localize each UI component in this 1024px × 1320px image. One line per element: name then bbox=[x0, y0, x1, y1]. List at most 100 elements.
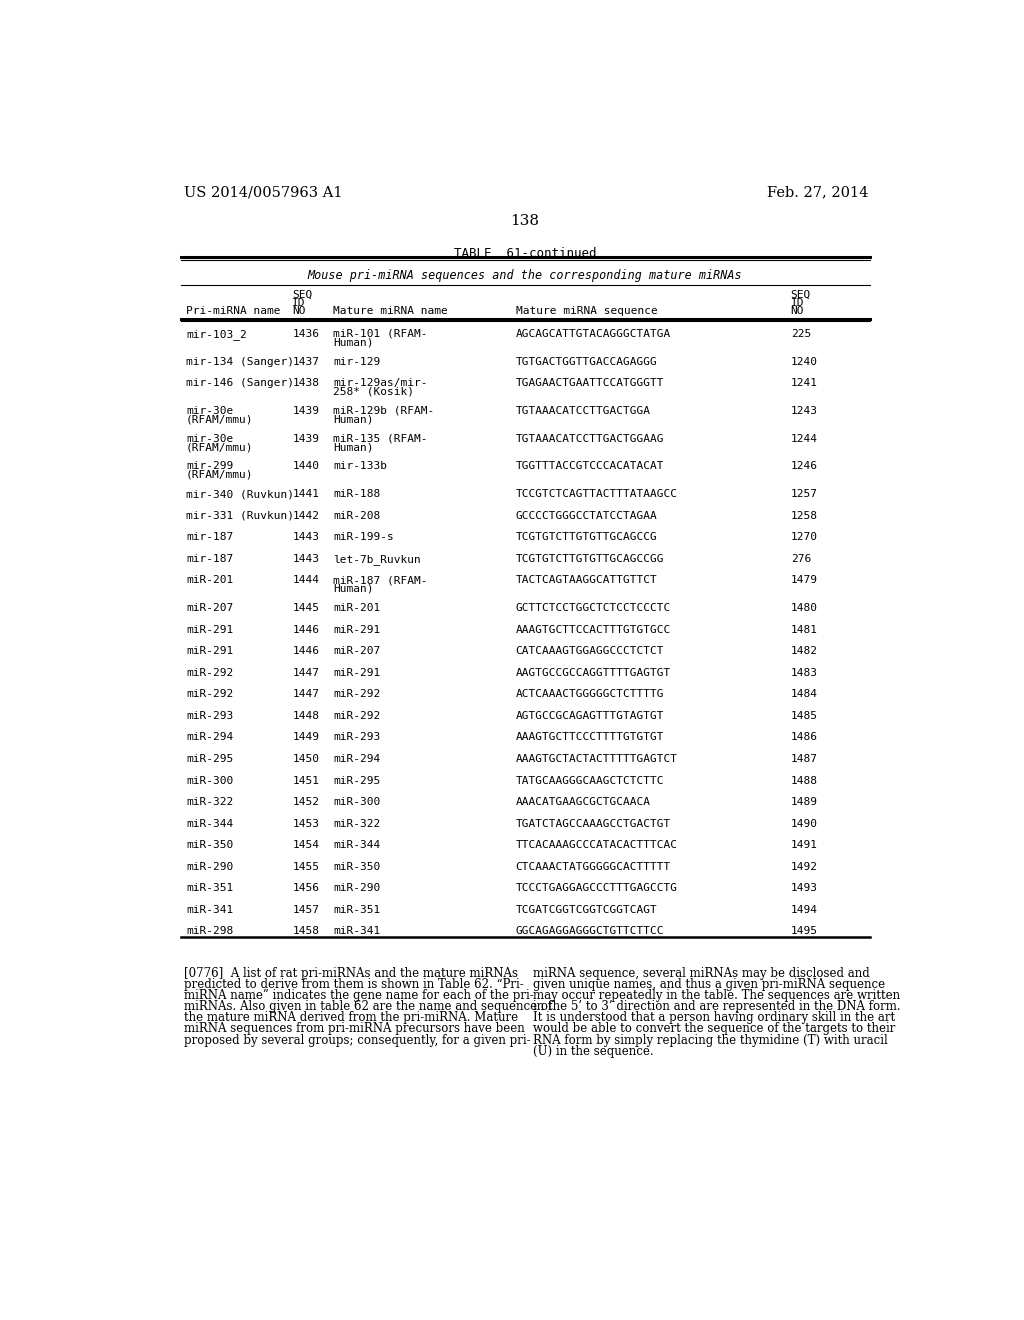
Text: miR-350: miR-350 bbox=[186, 841, 233, 850]
Text: miR-207: miR-207 bbox=[334, 647, 381, 656]
Text: miR-199-s: miR-199-s bbox=[334, 532, 394, 543]
Text: mir-187: mir-187 bbox=[186, 554, 233, 564]
Text: Pri-miRNA name: Pri-miRNA name bbox=[186, 306, 281, 317]
Text: Mature miRNA name: Mature miRNA name bbox=[334, 306, 449, 317]
Text: 1456: 1456 bbox=[292, 883, 319, 894]
Text: 1491: 1491 bbox=[791, 841, 817, 850]
Text: 1439: 1439 bbox=[292, 434, 319, 444]
Text: NO: NO bbox=[791, 306, 804, 317]
Text: TABLE  61-continued: TABLE 61-continued bbox=[454, 247, 596, 260]
Text: 1446: 1446 bbox=[292, 624, 319, 635]
Text: 1489: 1489 bbox=[791, 797, 817, 807]
Text: miR-292: miR-292 bbox=[186, 689, 233, 700]
Text: 1446: 1446 bbox=[292, 647, 319, 656]
Text: RNA form by simply replacing the thymidine (T) with uracil: RNA form by simply replacing the thymidi… bbox=[532, 1034, 888, 1047]
Text: 1447: 1447 bbox=[292, 668, 319, 677]
Text: AAAGTGCTACTACTTTTTGAGTCT: AAAGTGCTACTACTTTTTGAGTCT bbox=[515, 754, 678, 764]
Text: TCCCTGAGGAGCCCTTTGAGCCTG: TCCCTGAGGAGCCCTTTGAGCCTG bbox=[515, 883, 678, 894]
Text: Human): Human) bbox=[334, 583, 374, 594]
Text: may occur repeatedly in the table. The sequences are written: may occur repeatedly in the table. The s… bbox=[532, 989, 900, 1002]
Text: miR-294: miR-294 bbox=[334, 754, 381, 764]
Text: miR-344: miR-344 bbox=[186, 818, 233, 829]
Text: TGGTTTACCGTCCCACATACAT: TGGTTTACCGTCCCACATACAT bbox=[515, 462, 664, 471]
Text: AGCAGCATTGTACAGGGCTATGA: AGCAGCATTGTACAGGGCTATGA bbox=[515, 329, 671, 339]
Text: 1450: 1450 bbox=[292, 754, 319, 764]
Text: 1485: 1485 bbox=[791, 711, 817, 721]
Text: SEQ: SEQ bbox=[292, 289, 312, 300]
Text: (RFAM/mmu): (RFAM/mmu) bbox=[186, 414, 254, 425]
Text: CTCAAACTATGGGGGCACTTTTT: CTCAAACTATGGGGGCACTTTTT bbox=[515, 862, 671, 871]
Text: the mature miRNA derived from the pri-miRNA. Mature: the mature miRNA derived from the pri-mi… bbox=[183, 1011, 518, 1024]
Text: 225: 225 bbox=[791, 329, 811, 339]
Text: 1480: 1480 bbox=[791, 603, 817, 612]
Text: mir-146 (Sanger): mir-146 (Sanger) bbox=[186, 379, 294, 388]
Text: US 2014/0057963 A1: US 2014/0057963 A1 bbox=[183, 185, 342, 199]
Text: 1453: 1453 bbox=[292, 818, 319, 829]
Text: NO: NO bbox=[292, 306, 306, 317]
Text: AAAGTGCTTCCACTTTGTGTGCC: AAAGTGCTTCCACTTTGTGTGCC bbox=[515, 624, 671, 635]
Text: miR-341: miR-341 bbox=[334, 927, 381, 936]
Text: miR-300: miR-300 bbox=[334, 797, 381, 807]
Text: 276: 276 bbox=[791, 554, 811, 564]
Text: AGTGCCGCAGAGTTTGTAGTGT: AGTGCCGCAGAGTTTGTAGTGT bbox=[515, 711, 664, 721]
Text: Human): Human) bbox=[334, 414, 374, 425]
Text: miR-291: miR-291 bbox=[334, 624, 381, 635]
Text: miR-298: miR-298 bbox=[186, 927, 233, 936]
Text: 1436: 1436 bbox=[292, 329, 319, 339]
Text: miR-291: miR-291 bbox=[334, 668, 381, 677]
Text: (U) in the sequence.: (U) in the sequence. bbox=[532, 1044, 653, 1057]
Text: TATGCAAGGGCAAGCTCTCTTC: TATGCAAGGGCAAGCTCTCTTC bbox=[515, 776, 664, 785]
Text: TGAGAACTGAATTCCATGGGTT: TGAGAACTGAATTCCATGGGTT bbox=[515, 379, 664, 388]
Text: miR-292: miR-292 bbox=[334, 711, 381, 721]
Text: mir-103_2: mir-103_2 bbox=[186, 329, 247, 339]
Text: miR-294: miR-294 bbox=[186, 733, 233, 742]
Text: 1458: 1458 bbox=[292, 927, 319, 936]
Text: 1240: 1240 bbox=[791, 356, 817, 367]
Text: 1443: 1443 bbox=[292, 554, 319, 564]
Text: miR-129b (RFAM-: miR-129b (RFAM- bbox=[334, 407, 434, 416]
Text: miR-351: miR-351 bbox=[186, 883, 233, 894]
Text: 1447: 1447 bbox=[292, 689, 319, 700]
Text: miR-290: miR-290 bbox=[186, 862, 233, 871]
Text: 1258: 1258 bbox=[791, 511, 817, 520]
Text: ACTCAAACTGGGGGCTCTTTTG: ACTCAAACTGGGGGCTCTTTTG bbox=[515, 689, 664, 700]
Text: TGATCTAGCCAAAGCCTGACTGT: TGATCTAGCCAAAGCCTGACTGT bbox=[515, 818, 671, 829]
Text: CATCAAAGTGGAGGCCCTCTCT: CATCAAAGTGGAGGCCCTCTCT bbox=[515, 647, 664, 656]
Text: 1243: 1243 bbox=[791, 407, 817, 416]
Text: miR-293: miR-293 bbox=[334, 733, 381, 742]
Text: proposed by several groups; consequently, for a given pri-: proposed by several groups; consequently… bbox=[183, 1034, 530, 1047]
Text: TCGATCGGTCGGTCGGTCAGT: TCGATCGGTCGGTCGGTCAGT bbox=[515, 906, 657, 915]
Text: mir-331 (Ruvkun): mir-331 (Ruvkun) bbox=[186, 511, 294, 520]
Text: AAACATGAAGCGCTGCAACA: AAACATGAAGCGCTGCAACA bbox=[515, 797, 650, 807]
Text: 1241: 1241 bbox=[791, 379, 817, 388]
Text: mir-299: mir-299 bbox=[186, 462, 233, 471]
Text: TGTGACTGGTTGACCAGAGGG: TGTGACTGGTTGACCAGAGGG bbox=[515, 356, 657, 367]
Text: 1481: 1481 bbox=[791, 624, 817, 635]
Text: It is understood that a person having ordinary skill in the art: It is understood that a person having or… bbox=[532, 1011, 895, 1024]
Text: miR-322: miR-322 bbox=[186, 797, 233, 807]
Text: miR-187 (RFAM-: miR-187 (RFAM- bbox=[334, 576, 428, 585]
Text: miR-350: miR-350 bbox=[334, 862, 381, 871]
Text: 1443: 1443 bbox=[292, 532, 319, 543]
Text: miR-292: miR-292 bbox=[334, 689, 381, 700]
Text: mir-30e: mir-30e bbox=[186, 434, 233, 444]
Text: 1437: 1437 bbox=[292, 356, 319, 367]
Text: mir-187: mir-187 bbox=[186, 532, 233, 543]
Text: 1246: 1246 bbox=[791, 462, 817, 471]
Text: GCTTCTCCTGGCTCTCCTCCCTC: GCTTCTCCTGGCTCTCCTCCCTC bbox=[515, 603, 671, 612]
Text: TGTAAACATCCTTGACTGGAAG: TGTAAACATCCTTGACTGGAAG bbox=[515, 434, 664, 444]
Text: 138: 138 bbox=[510, 214, 540, 228]
Text: 1479: 1479 bbox=[791, 576, 817, 585]
Text: 1455: 1455 bbox=[292, 862, 319, 871]
Text: miR-322: miR-322 bbox=[334, 818, 381, 829]
Text: mir-30e: mir-30e bbox=[186, 407, 233, 416]
Text: miR-207: miR-207 bbox=[186, 603, 233, 612]
Text: TTCACAAAGCCCATACACTTTCAC: TTCACAAAGCCCATACACTTTCAC bbox=[515, 841, 678, 850]
Text: miR-351: miR-351 bbox=[334, 906, 381, 915]
Text: miRNA name” indicates the gene name for each of the pri-: miRNA name” indicates the gene name for … bbox=[183, 989, 534, 1002]
Text: miR-291: miR-291 bbox=[186, 624, 233, 635]
Text: TCGTGTCTTGTGTTGCAGCCGG: TCGTGTCTTGTGTTGCAGCCGG bbox=[515, 554, 664, 564]
Text: 1493: 1493 bbox=[791, 883, 817, 894]
Text: mir-340 (Ruvkun): mir-340 (Ruvkun) bbox=[186, 490, 294, 499]
Text: given unique names, and thus a given pri-miRNA sequence: given unique names, and thus a given pri… bbox=[532, 978, 885, 991]
